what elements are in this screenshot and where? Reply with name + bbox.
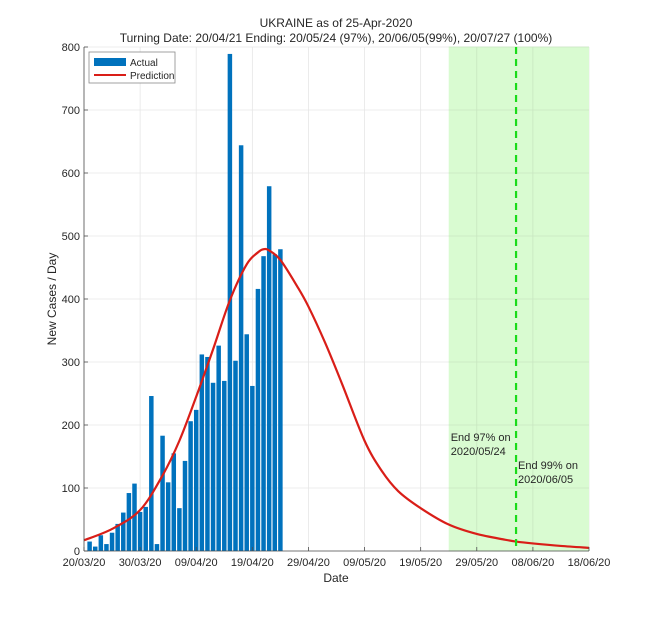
legend-label-actual: Actual [130,58,158,69]
chart-title: UKRAINE as of 25-Apr-2020 [260,16,413,30]
annotations: End 97% on 2020/05/24 End 99% on 2020/06/05 [451,432,578,486]
bar [87,541,92,551]
prediction-line [83,247,590,549]
bar [188,421,193,551]
axes: 0 100 200 300 400 500 600 700 800 20/03/20 30/03/2… [62,42,611,569]
bar [137,511,143,551]
bar [92,546,98,551]
y-tick-label: 800 [62,42,80,54]
bar [244,334,249,551]
y-tick-label: 300 [62,357,80,369]
bar [205,356,210,551]
annotation-line: End 97% on [451,432,511,444]
bar [216,345,221,551]
bar [143,506,148,551]
bar [272,254,278,551]
bar [266,186,272,552]
bar [160,435,165,551]
x-tick-label: 09/04/20 [175,557,218,569]
bar [126,493,132,551]
x-axis-label: Date [323,571,349,585]
x-tick-label: 20/03/20 [63,557,106,569]
bar [250,385,255,551]
x-tick-label: 29/04/20 [287,557,330,569]
y-tick-label: 500 [62,231,80,243]
bar [255,288,261,551]
y-axis-label: New Cases / Day [45,253,59,346]
bar [222,380,227,551]
bar [199,354,205,551]
x-tick-label: 19/05/20 [399,557,442,569]
prediction-line-layer [83,247,590,549]
x-tick-label: 30/03/20 [119,557,162,569]
bar [177,508,182,551]
bar [193,409,199,551]
bars-actual [87,53,283,552]
annotation-end-97: End 97% on 2020/05/24 [451,432,511,458]
legend-label-prediction: Prediction [130,71,174,82]
bar [132,483,137,551]
chart-subtitle: Turning Date: 20/04/21 Ending: 20/05/24 … [120,31,553,45]
y-tick-label: 400 [62,294,80,306]
bar [165,482,171,551]
annotation-line: 2020/05/24 [451,446,506,458]
bar [238,145,244,551]
bar [109,532,115,551]
bar [278,249,283,552]
bar [171,453,177,551]
legend: Actual Prediction [88,51,176,84]
bar [104,544,109,551]
bar [121,512,126,551]
bar [233,360,238,551]
annotation-end-99: End 99% on 2020/06/05 [518,460,578,486]
x-tick-label: 08/06/20 [511,557,554,569]
y-tick-label: 100 [62,483,80,495]
shaded-region-layer [448,46,589,552]
bar [115,523,120,551]
y-tick-label: 700 [62,105,80,117]
legend-box [88,51,176,84]
bar [210,382,216,551]
bar [182,460,188,551]
bar [261,256,266,551]
x-tick-label: 29/05/20 [455,557,498,569]
x-tick-label: 09/05/20 [343,557,386,569]
bar [98,535,104,551]
y-tick-label: 200 [62,420,80,432]
y-tick-label: 600 [62,168,80,180]
x-tick-label: 18/06/20 [568,557,611,569]
annotation-line: 2020/06/05 [518,474,573,486]
x-tick-label: 19/04/20 [231,557,274,569]
legend-swatch-actual [94,58,126,66]
y-tick-label: 0 [74,546,80,558]
annotation-line: End 99% on [518,460,578,472]
bar [154,544,160,551]
bar [149,396,154,551]
